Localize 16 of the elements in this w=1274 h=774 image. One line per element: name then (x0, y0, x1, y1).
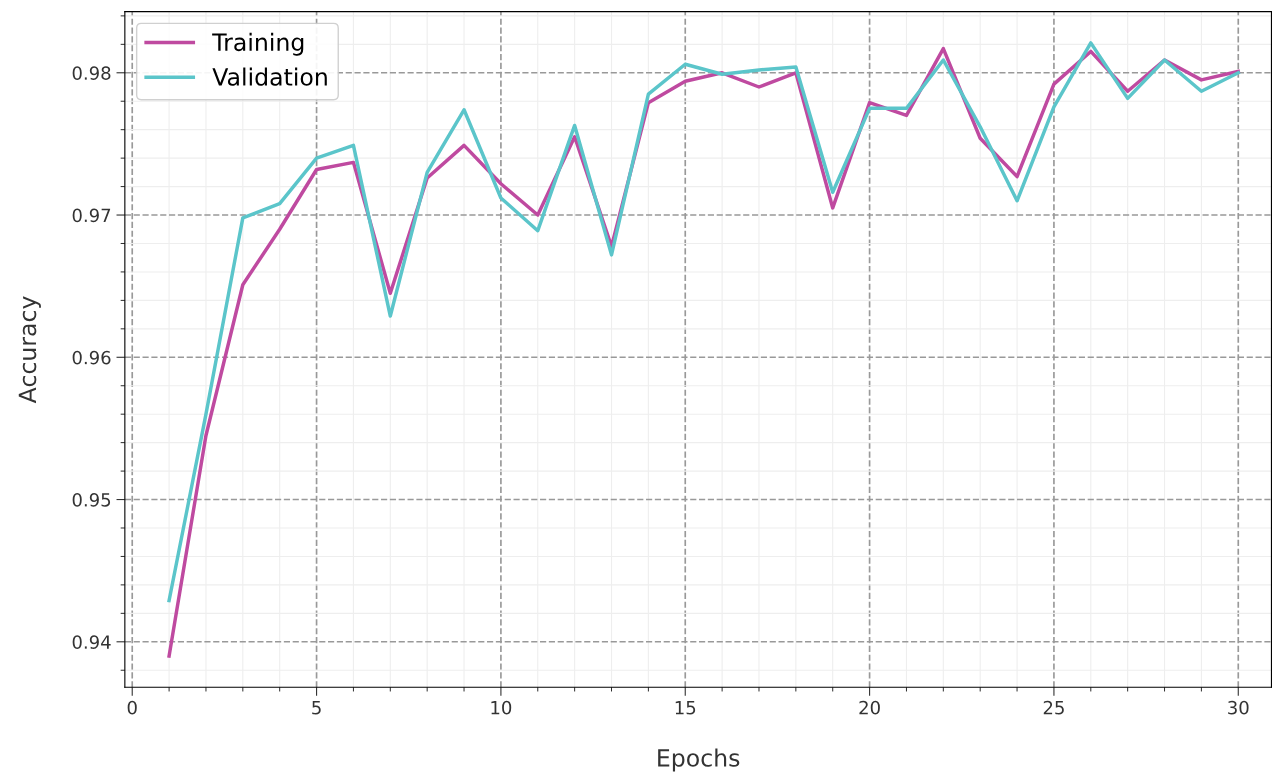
x-axis-title: Epochs (658, 748, 740, 772)
x-tick-label: 5 (312, 701, 321, 715)
legend-label: Training (212, 32, 304, 56)
y-tick-label: 0.98 (72, 66, 111, 80)
legend-label: Validation (212, 67, 327, 86)
y-tick-label: 0.95 (72, 493, 111, 507)
x-tick-label: 10 (491, 700, 512, 715)
y-tick-label: 0.96 (72, 350, 111, 365)
y-tick-label: 0.94 (72, 635, 111, 649)
y-axis-title: Accuracy (18, 296, 41, 404)
x-tick-label: 30 (1228, 700, 1249, 715)
x-tick-label: 25 (1043, 700, 1064, 715)
x-tick-label: 0 (127, 700, 137, 715)
x-tick-label: 15 (675, 701, 696, 715)
y-tick-label: 0.97 (72, 208, 111, 223)
x-tick-label: 20 (859, 700, 880, 715)
